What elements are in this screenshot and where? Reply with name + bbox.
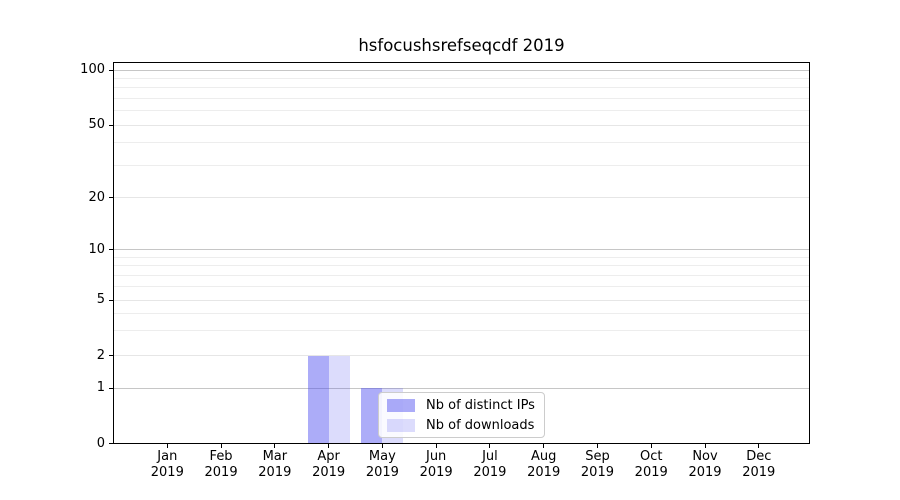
y-tick-label-1: 1 bbox=[96, 380, 105, 395]
x-tick-label-nov: Nov 2019 bbox=[670, 449, 740, 480]
x-tick-month: Dec bbox=[746, 449, 772, 464]
x-tick-year: 2019 bbox=[688, 464, 722, 480]
gridline-minor bbox=[114, 87, 810, 89]
y-tickmark-1 bbox=[109, 387, 114, 389]
y-tickmark-20 bbox=[109, 197, 114, 198]
y-tickmark-2 bbox=[109, 355, 114, 356]
chart-title: hsfocushsrefseqcdf 2019 bbox=[358, 36, 565, 55]
x-tick-year: 2019 bbox=[634, 464, 668, 480]
x-tick-label-mar: Mar 2019 bbox=[240, 449, 310, 480]
y-tick-label-100: 100 bbox=[80, 62, 105, 77]
gridline-10 bbox=[114, 249, 810, 250]
x-tick-label-jul: Jul 2019 bbox=[455, 449, 525, 480]
x-tickmark-feb bbox=[220, 444, 222, 448]
x-tickmark-sep bbox=[596, 444, 598, 448]
x-tickmark-apr bbox=[328, 444, 330, 448]
y-tick-label-2: 2 bbox=[96, 347, 105, 363]
x-tick-year: 2019 bbox=[150, 464, 184, 480]
x-tickmark-jun bbox=[435, 444, 437, 448]
x-tick-month: Oct bbox=[639, 449, 663, 464]
gridline-50 bbox=[114, 124, 810, 126]
y-tick-label-5: 5 bbox=[96, 292, 105, 307]
x-tick-label-dec: Dec 2019 bbox=[724, 449, 794, 480]
x-tick-year: 2019 bbox=[419, 464, 453, 480]
x-tick-label-aug: Aug 2019 bbox=[509, 449, 579, 480]
x-tick-label-jan: Jan 2019 bbox=[132, 449, 202, 480]
x-tick-label-oct: Oct 2019 bbox=[616, 449, 686, 480]
gridline-20 bbox=[114, 197, 810, 198]
x-tickmark-mar bbox=[274, 444, 276, 448]
legend-label-1: Nb of downloads bbox=[426, 417, 535, 433]
x-tickmark-may bbox=[381, 444, 383, 448]
bar-may-series0 bbox=[361, 388, 383, 444]
y-tick-label-50: 50 bbox=[88, 117, 105, 132]
x-tick-month: Nov bbox=[692, 449, 718, 464]
bar-apr-series1 bbox=[328, 355, 350, 444]
x-tick-month: Aug bbox=[530, 449, 557, 464]
gridline-minor bbox=[114, 286, 810, 288]
gridline-minor bbox=[114, 265, 810, 267]
y-tick-label-10: 10 bbox=[88, 241, 105, 257]
x-tick-year: 2019 bbox=[312, 464, 346, 480]
gridline-minor bbox=[114, 77, 810, 79]
x-tickmark-dec bbox=[758, 444, 760, 448]
x-tick-month: Feb bbox=[209, 449, 233, 464]
x-tick-month: Jun bbox=[425, 449, 447, 464]
x-tick-label-feb: Feb 2019 bbox=[186, 449, 256, 480]
y-tickmark-50 bbox=[109, 124, 114, 126]
x-tick-month: Apr bbox=[317, 449, 340, 464]
x-tick-month: Sep bbox=[585, 449, 610, 464]
x-tick-label-apr: Apr 2019 bbox=[294, 449, 364, 480]
gridline-minor bbox=[114, 330, 810, 332]
x-tick-month: Jul bbox=[482, 449, 498, 464]
x-tick-year: 2019 bbox=[580, 464, 614, 480]
x-tick-year: 2019 bbox=[473, 464, 507, 480]
gridline-100 bbox=[114, 69, 810, 71]
y-tickmark-5 bbox=[109, 299, 114, 301]
gridline-minor bbox=[114, 256, 810, 258]
gridline-1 bbox=[114, 387, 810, 389]
gridline-minor bbox=[114, 110, 810, 112]
gridline-minor bbox=[114, 313, 810, 315]
x-tickmark-nov bbox=[704, 444, 706, 448]
legend-row-0: Nb of distinct IPs bbox=[387, 398, 544, 413]
x-tick-year: 2019 bbox=[742, 464, 776, 480]
x-tick-month: May bbox=[368, 449, 396, 464]
legend-swatch-icon bbox=[387, 398, 415, 412]
x-tick-month: Mar bbox=[262, 449, 288, 464]
legend-row-1: Nb of downloads bbox=[387, 418, 544, 433]
x-tickmark-jan bbox=[166, 444, 168, 448]
gridline-5 bbox=[114, 299, 810, 301]
gridline-2 bbox=[114, 355, 810, 356]
x-tick-label-sep: Sep 2019 bbox=[562, 449, 632, 480]
gridline-minor bbox=[114, 164, 810, 166]
x-tick-year: 2019 bbox=[258, 464, 292, 480]
gridline-minor bbox=[114, 274, 810, 276]
x-tickmark-oct bbox=[650, 444, 652, 448]
x-tick-label-may: May 2019 bbox=[347, 449, 417, 480]
x-tick-month: Jan bbox=[157, 449, 178, 464]
gridline-minor bbox=[114, 97, 810, 99]
gridline-minor bbox=[114, 142, 810, 144]
y-tick-label-20: 20 bbox=[88, 189, 105, 205]
legend-swatch-icon bbox=[387, 418, 415, 432]
x-tickmark-jul bbox=[489, 444, 491, 448]
bar-apr-series0 bbox=[307, 355, 329, 444]
legend: Nb of distinct IPs Nb of downloads bbox=[378, 392, 545, 438]
y-tick-label-0: 0 bbox=[96, 435, 105, 451]
x-tick-label-jun: Jun 2019 bbox=[401, 449, 471, 480]
x-tick-year: 2019 bbox=[204, 464, 238, 480]
y-tickmark-0 bbox=[109, 443, 114, 444]
y-tickmark-100 bbox=[109, 69, 114, 71]
x-tick-year: 2019 bbox=[527, 464, 561, 480]
y-tickmark-10 bbox=[109, 249, 114, 250]
legend-label-0: Nb of distinct IPs bbox=[426, 397, 535, 413]
x-tickmark-aug bbox=[543, 444, 545, 448]
x-tick-year: 2019 bbox=[365, 464, 399, 480]
